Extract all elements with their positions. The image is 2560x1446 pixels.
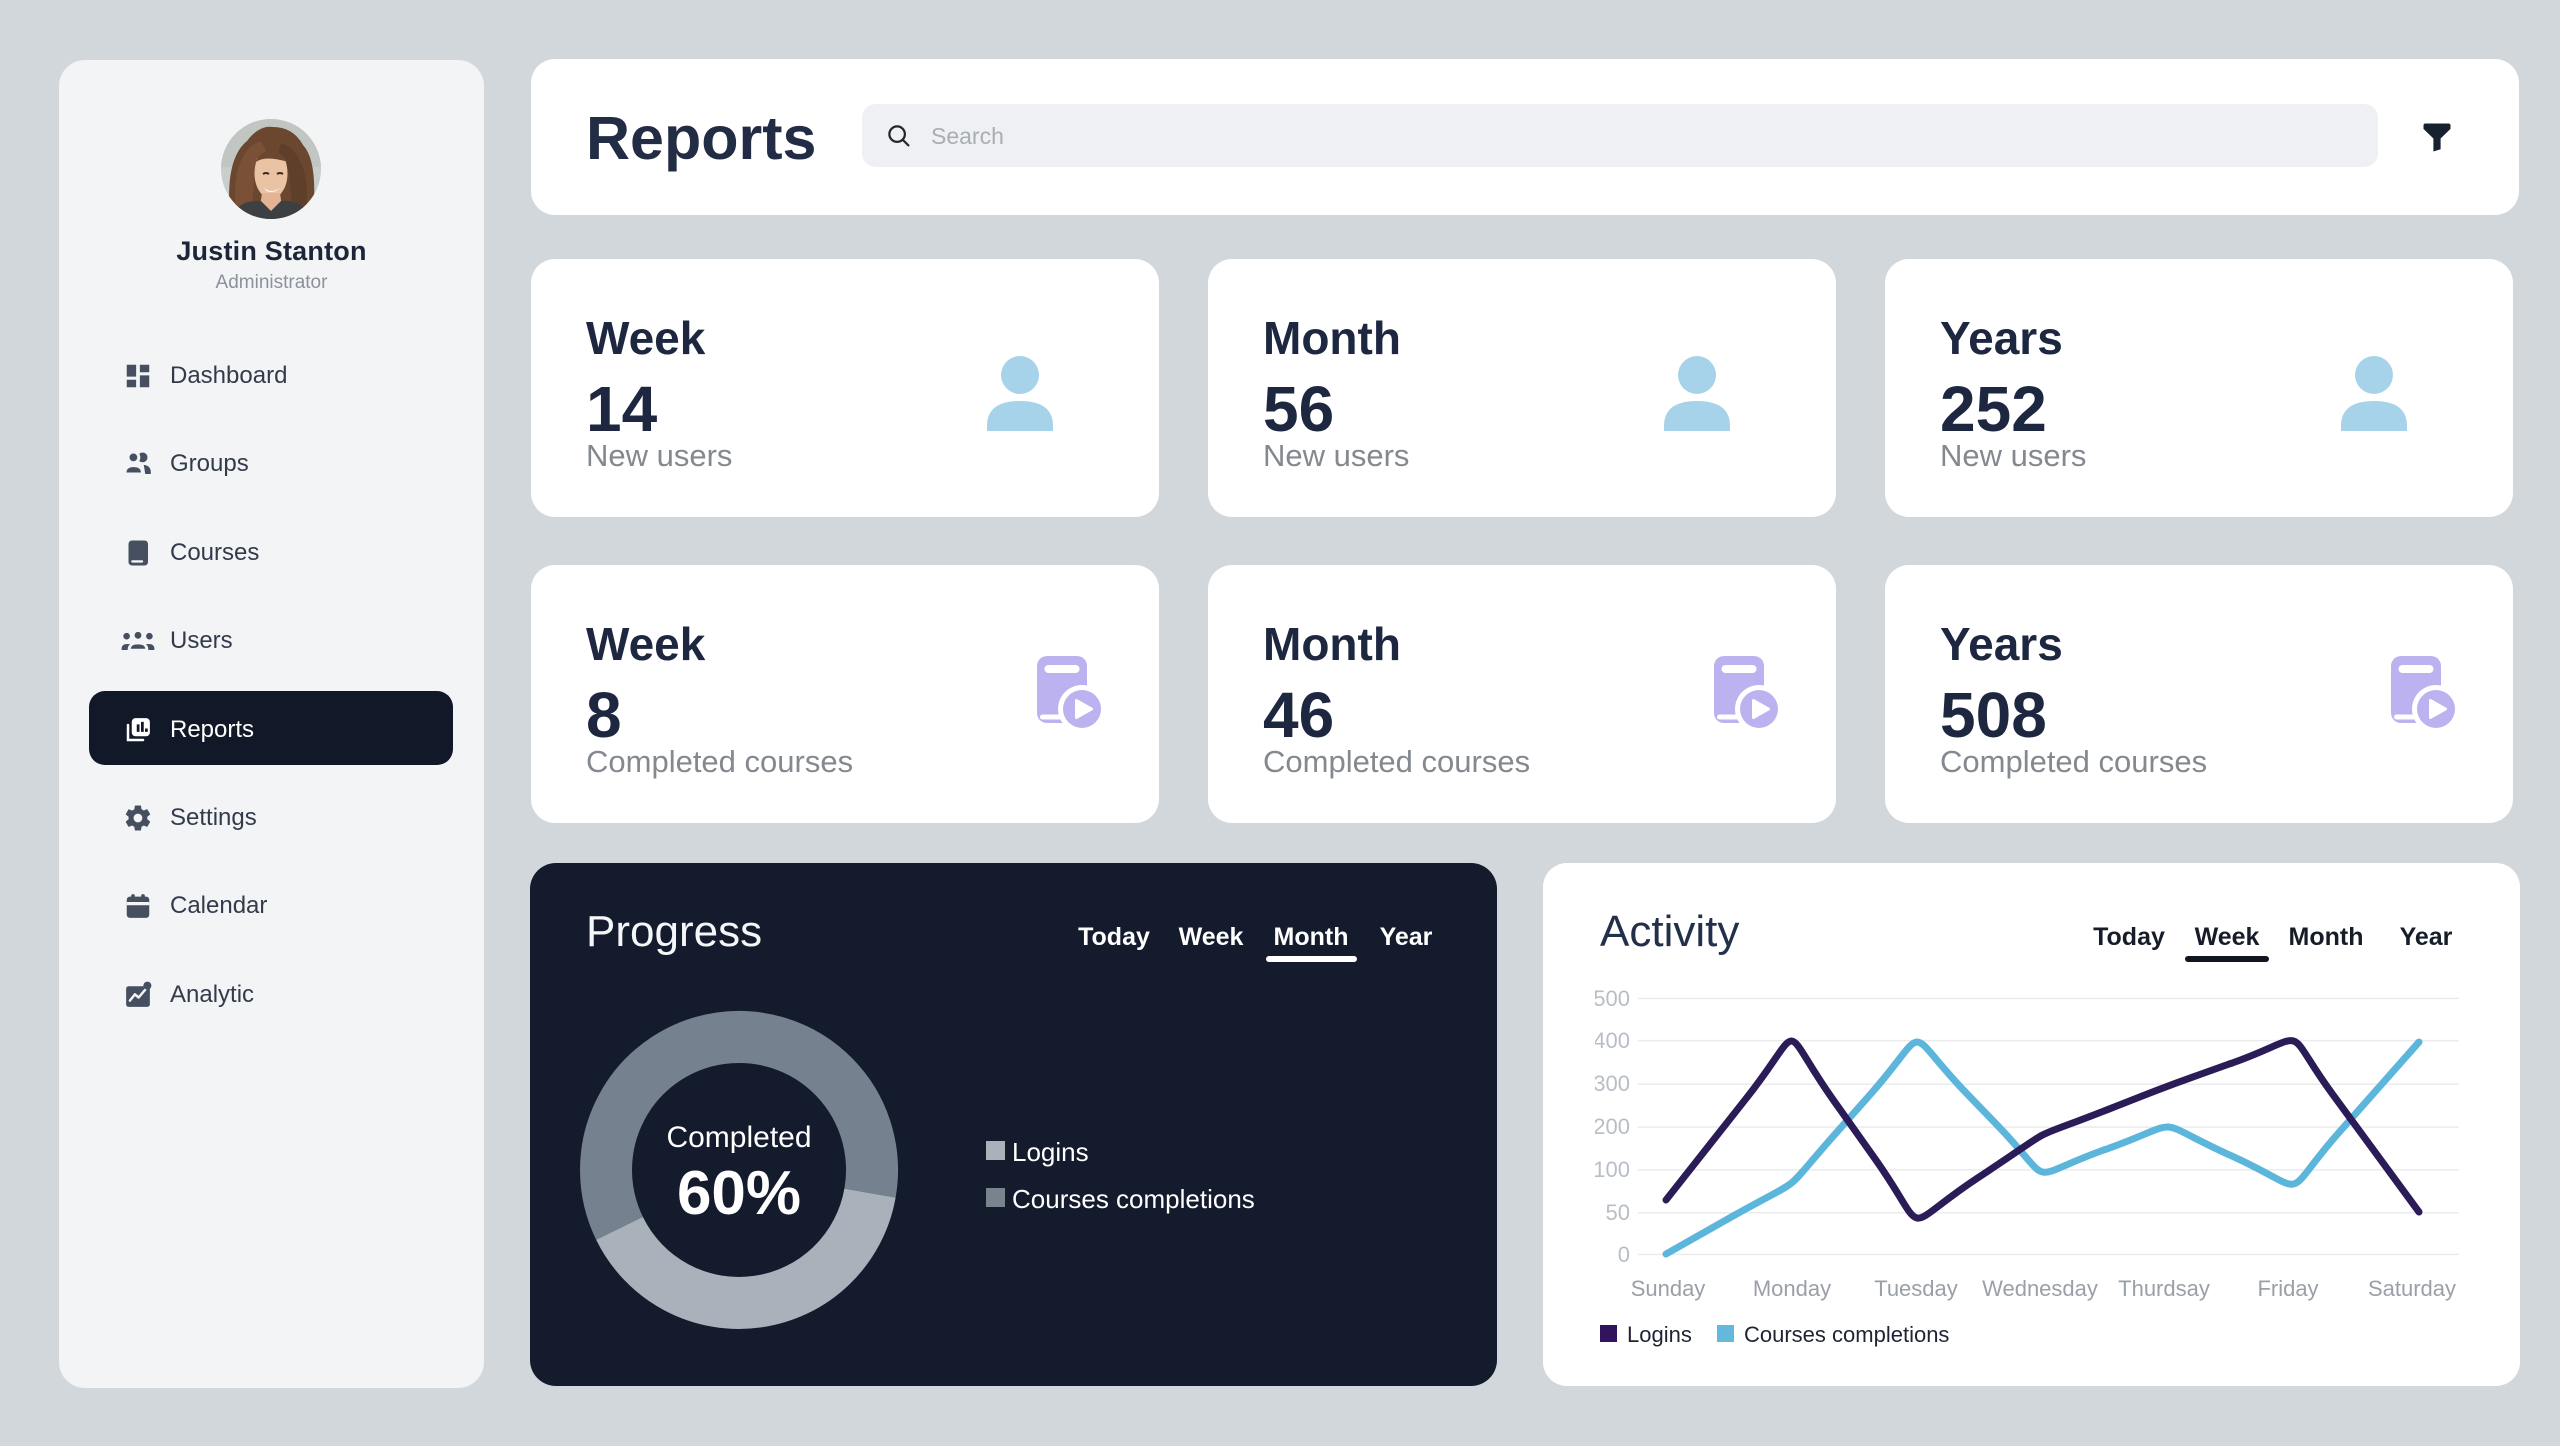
svg-text:200: 200 bbox=[1595, 1114, 1630, 1139]
svg-text:Wednesday: Wednesday bbox=[1982, 1276, 2098, 1301]
svg-text:500: 500 bbox=[1595, 986, 1630, 1011]
svg-text:Friday: Friday bbox=[2257, 1276, 2318, 1301]
svg-text:0: 0 bbox=[1618, 1242, 1630, 1267]
svg-text:300: 300 bbox=[1595, 1071, 1630, 1096]
svg-text:Tuesday: Tuesday bbox=[1874, 1276, 1958, 1301]
svg-text:Thurdsay: Thurdsay bbox=[2118, 1276, 2210, 1301]
svg-text:400: 400 bbox=[1595, 1028, 1630, 1053]
svg-text:Monday: Monday bbox=[1753, 1276, 1831, 1301]
svg-text:Saturday: Saturday bbox=[2368, 1276, 2456, 1301]
svg-text:Sunday: Sunday bbox=[1631, 1276, 1706, 1301]
svg-text:100: 100 bbox=[1595, 1157, 1630, 1182]
svg-text:50: 50 bbox=[1606, 1200, 1630, 1225]
